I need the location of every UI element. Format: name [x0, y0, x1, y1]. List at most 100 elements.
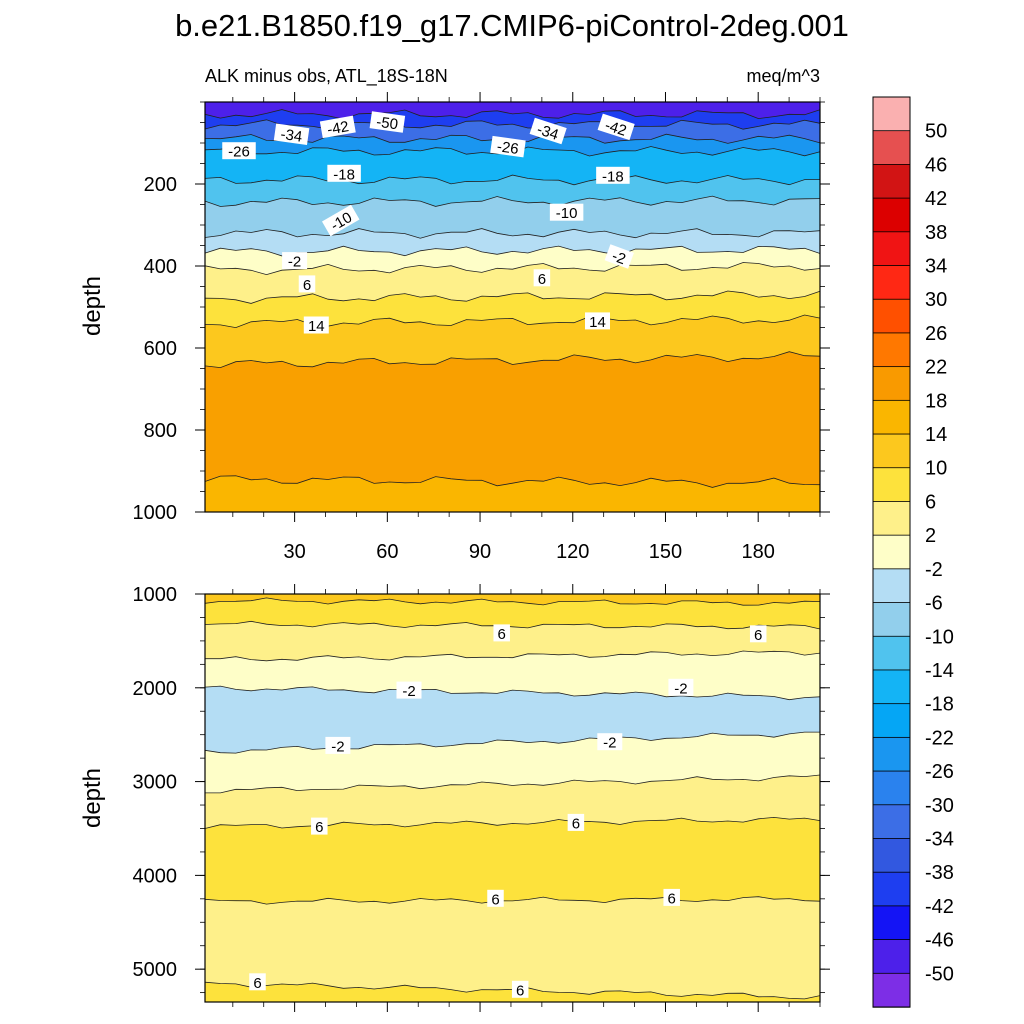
- x-tick-label: 90: [469, 541, 491, 563]
- contour-label-text: 14: [589, 314, 606, 331]
- contour-line: [204, 245, 821, 257]
- colorbar-swatch: [872, 501, 911, 536]
- colorbar-label: 2: [925, 525, 936, 547]
- contour-line: [204, 174, 821, 186]
- contour-label-text: -2: [603, 735, 616, 752]
- contour-line: [204, 597, 821, 606]
- y-tick-label: 3000: [133, 772, 178, 794]
- contour-band: [205, 597, 820, 629]
- contour-label: -42: [597, 113, 635, 141]
- colorbar-swatch: [872, 939, 911, 974]
- colorbar: 50 46 42 38 34 30 26 22 18 14 10 6 2 -2 -6 -10 -14 -18 -22…: [872, 96, 954, 1008]
- contour-label-box: [668, 678, 694, 696]
- contour-band: [205, 228, 820, 256]
- contour-label-box: [585, 312, 610, 330]
- colorbar-label: -22: [925, 727, 954, 749]
- contour-label-box: [222, 142, 256, 160]
- contour-label-box: [327, 164, 361, 182]
- contour-label: -2: [325, 736, 351, 755]
- colorbar-swatch: [872, 669, 911, 705]
- colorbar-label: 26: [925, 323, 947, 345]
- panel-subtitle: ALK minus obs, ATL_18S-18N: [205, 66, 448, 87]
- y-tick-label: 4000: [133, 865, 178, 887]
- contour-band: [205, 732, 820, 793]
- contour-label-box: [567, 813, 585, 831]
- contour-label-box: [298, 275, 316, 293]
- contour-band: [205, 196, 820, 239]
- contour-line: [204, 816, 821, 829]
- colorbar-label: -26: [925, 761, 954, 783]
- contour-label-box: [663, 888, 680, 906]
- colorbar-swatch: [872, 164, 911, 199]
- contour-line: [204, 109, 821, 120]
- contour-label: -18: [596, 166, 630, 185]
- contour-line: [204, 262, 821, 276]
- colorbar-label: -6: [925, 593, 943, 615]
- contour-band: [205, 817, 820, 905]
- contour-label-text: -26: [496, 138, 520, 158]
- contour-label-box: [249, 973, 266, 991]
- contour-label-box: [303, 316, 329, 334]
- contour-label: 6: [749, 625, 767, 644]
- colorbar-swatch: [872, 568, 911, 604]
- contour-label: 6: [567, 813, 585, 832]
- lower-contour-panel: 6 6 -2 -2 -2 -2 6 6 6 6 6 6 1000 2000 3000 4000 5000: [133, 584, 830, 1012]
- contour-label-text: -2: [674, 680, 687, 697]
- contour-label-text: 6: [668, 890, 676, 907]
- contour-label-text: 6: [303, 277, 311, 294]
- colorbar-swatch: [872, 635, 911, 671]
- contour-label-text: -50: [375, 114, 399, 134]
- contour-label-box: [273, 123, 310, 146]
- contour-label-box: [311, 817, 328, 835]
- colorbar-label: 50: [925, 121, 947, 143]
- colorbar-swatch: [872, 905, 911, 941]
- contour-label: -2: [604, 244, 634, 269]
- colorbar-swatch: [872, 534, 911, 570]
- contour-label-text: 6: [498, 626, 506, 643]
- contour-label-text: -34: [279, 126, 303, 146]
- y-tick-label: 800: [144, 420, 177, 442]
- colorbar-swatch: [872, 332, 911, 368]
- y-tick-label: 1000: [133, 584, 178, 606]
- colorbar-label: -30: [925, 795, 954, 817]
- contour-label: 6: [663, 888, 680, 907]
- colorbar-label: 6: [925, 491, 936, 513]
- colorbar-label: 34: [925, 256, 947, 278]
- contour-label-box: [493, 624, 510, 642]
- contour-label-box: [533, 269, 551, 287]
- contour-line: [204, 119, 821, 130]
- contour-label-box: [604, 244, 634, 269]
- x-tick-label: 180: [742, 541, 775, 563]
- contour-label-text: -2: [402, 683, 415, 700]
- colorbar-label: -18: [925, 694, 954, 716]
- colorbar-swatch: [872, 433, 911, 469]
- contour-label-text: -26: [228, 144, 250, 161]
- contour-label: 6: [487, 889, 504, 908]
- contour-band: [205, 594, 820, 606]
- contour-label: -18: [327, 164, 361, 183]
- x-tick-label: 60: [376, 541, 398, 563]
- contour-label: -2: [396, 681, 422, 700]
- colorbar-label: -46: [925, 930, 954, 952]
- contour-label-text: 6: [491, 891, 499, 908]
- contour-label-box: [490, 135, 526, 158]
- colorbar-swatch: [872, 231, 911, 267]
- contour-label: 6: [249, 973, 266, 992]
- contour-label: -26: [222, 142, 256, 161]
- contour-band: [205, 686, 820, 754]
- colorbar-swatch: [872, 972, 911, 1008]
- y-tick-label: 400: [144, 256, 177, 278]
- contour-band: [205, 775, 820, 829]
- contour-label-box: [597, 733, 623, 751]
- lower-depth-axis-label: depth: [79, 768, 106, 828]
- contour-label-box: [597, 113, 635, 141]
- contour-band: [205, 175, 820, 207]
- contour-line: [204, 351, 821, 369]
- contour-line: [204, 896, 821, 905]
- colorbar-label: -2: [925, 559, 943, 581]
- colorbar-swatch: [872, 804, 911, 840]
- contour-line: [205, 650, 821, 662]
- y-tick-label: 600: [144, 338, 177, 360]
- x-tick-label: 120: [556, 541, 589, 563]
